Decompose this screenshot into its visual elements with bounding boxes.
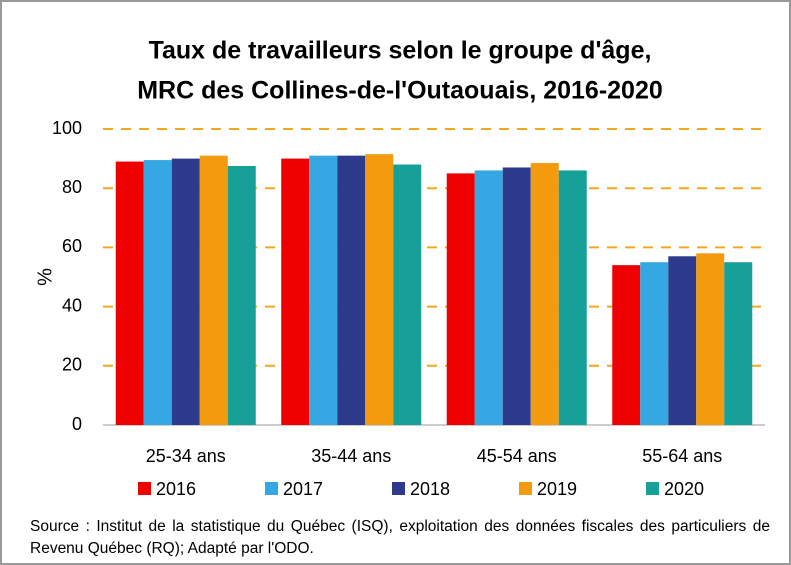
legend-swatch bbox=[646, 482, 659, 495]
bar bbox=[227, 166, 256, 425]
bar bbox=[696, 253, 725, 425]
bar bbox=[143, 160, 172, 425]
y-tick-label: 60 bbox=[62, 236, 82, 256]
x-tick-label: 45-54 ans bbox=[477, 446, 557, 466]
bar bbox=[393, 164, 422, 425]
bar bbox=[337, 155, 366, 425]
y-tick-label: 40 bbox=[62, 295, 82, 315]
legend-label: 2019 bbox=[537, 479, 577, 499]
legend-label: 2018 bbox=[410, 479, 450, 499]
x-tick-label: 35-44 ans bbox=[311, 446, 391, 466]
bar bbox=[171, 158, 200, 425]
bar bbox=[612, 265, 641, 425]
legend-label: 2020 bbox=[664, 479, 704, 499]
y-tick-label: 0 bbox=[72, 414, 82, 434]
bar bbox=[530, 163, 559, 426]
bar bbox=[640, 262, 669, 425]
bar bbox=[502, 167, 531, 426]
bar bbox=[668, 256, 697, 425]
bar bbox=[309, 155, 338, 425]
x-tick-label: 55-64 ans bbox=[642, 446, 722, 466]
y-tick-label: 100 bbox=[52, 118, 82, 138]
bar bbox=[724, 262, 753, 425]
bar bbox=[365, 154, 394, 425]
bar bbox=[281, 158, 310, 425]
y-axis-label: % bbox=[34, 268, 56, 286]
legend-swatch bbox=[138, 482, 151, 495]
source-note: Source : Institut de la statistique du Q… bbox=[30, 518, 770, 557]
legend-label: 2016 bbox=[156, 479, 196, 499]
legend-label: 2017 bbox=[283, 479, 323, 499]
x-tick-label: 25-34 ans bbox=[146, 446, 226, 466]
legend-swatch bbox=[392, 482, 405, 495]
bar bbox=[474, 170, 503, 425]
chart-title: MRC des Collines-de-l'Outaouais, 2016-20… bbox=[137, 77, 663, 105]
legend-swatch bbox=[265, 482, 278, 495]
bar bbox=[115, 161, 144, 425]
bar bbox=[558, 170, 587, 425]
y-tick-label: 20 bbox=[62, 355, 82, 375]
bar bbox=[199, 155, 228, 425]
legend-swatch bbox=[519, 482, 532, 495]
bar bbox=[446, 173, 475, 425]
y-tick-label: 80 bbox=[62, 177, 82, 197]
chart-title: Taux de travailleurs selon le groupe d'â… bbox=[149, 37, 652, 65]
